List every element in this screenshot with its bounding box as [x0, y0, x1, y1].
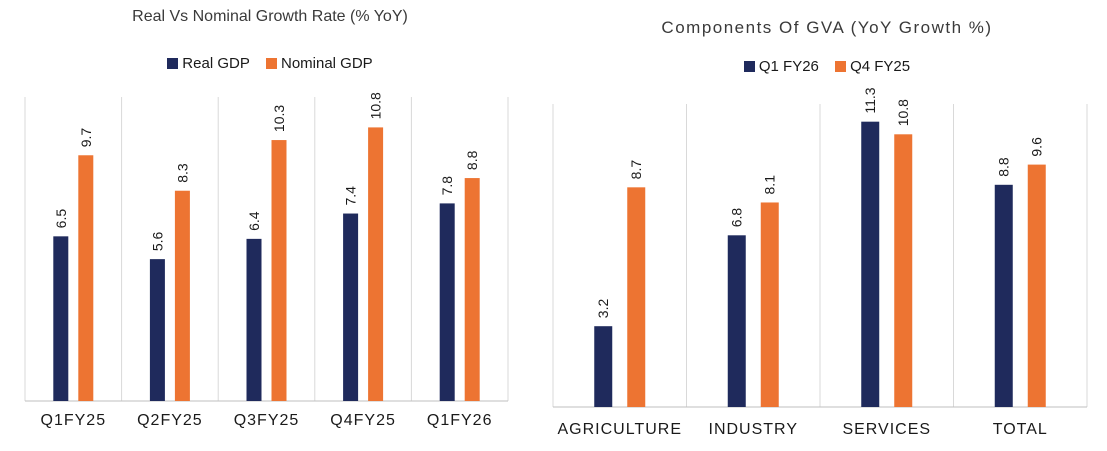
- bar-q1-fy26: [861, 121, 880, 408]
- legend-label: Real GDP: [182, 55, 250, 72]
- legend-swatch-series-2: [835, 61, 847, 72]
- bar-real-gdp: [53, 236, 69, 401]
- legend-item-series-2: Nominal GDP: [266, 55, 373, 72]
- bar-real-gdp: [246, 238, 262, 401]
- bar-nominal-gdp: [271, 140, 287, 402]
- bar-real-gdp: [149, 259, 165, 401]
- category-tick-label: SERVICES: [842, 421, 931, 438]
- data-label: 10.3: [271, 105, 287, 132]
- legend-swatch-series-1: [743, 61, 755, 72]
- bar-q1-fy26: [594, 326, 613, 407]
- bar-q4-fy25: [760, 202, 779, 407]
- category-tick-label: Q3FY25: [234, 412, 300, 429]
- data-label: 9.7: [78, 128, 94, 148]
- chart-title: Real Vs Nominal Growth Rate (% YoY): [132, 8, 408, 25]
- category-tick-label: TOTAL: [993, 421, 1048, 438]
- bar-q4-fy25: [627, 187, 646, 407]
- legend-label: Nominal GDP: [281, 55, 373, 72]
- bar-nominal-gdp: [78, 155, 94, 401]
- chart-legend: Real GDP Nominal GDP: [0, 55, 540, 72]
- data-label: 8.1: [762, 175, 778, 195]
- data-label: 7.8: [439, 176, 455, 196]
- category-tick-label: AGRICULTURE: [558, 421, 683, 438]
- data-label: 7.4: [343, 186, 359, 206]
- chart-legend: Q1 FY26 Q4 FY25: [547, 58, 1107, 75]
- category-tick-label: Q2FY25: [137, 412, 203, 429]
- category-tick-label: Q1FY25: [41, 412, 107, 429]
- category-tick-label: Q1FY26: [427, 412, 493, 429]
- real-vs-nominal-chart-panel: Real Vs Nominal Growth Rate (% YoY) Real…: [0, 0, 540, 451]
- data-label: 6.4: [246, 211, 262, 231]
- legend-item-series-1: Q1 FY26: [743, 58, 819, 75]
- data-label: 8.3: [174, 163, 190, 183]
- bar-q1-fy26: [994, 184, 1013, 407]
- legend-label: Q1 FY26: [758, 58, 819, 75]
- data-label: 5.6: [149, 231, 165, 251]
- bar-nominal-gdp: [174, 190, 190, 401]
- legend-item-series-1: Real GDP: [167, 55, 250, 72]
- real-vs-nominal-chart-svg: 6.5 9.7 Q1FY25 5.6 8.3 Q2FY25 6.4 10.3 Q3FY25 7.4…: [24, 92, 509, 429]
- chart-title: Components Of GVA (YoY Growth %): [661, 18, 993, 37]
- data-label: 6.5: [53, 209, 69, 229]
- legend-swatch-series-1: [167, 58, 179, 69]
- gva-components-chart-svg: 3.2 8.7 AGRICULTURE 6.8 8.1 INDUSTRY 11.3 10.8 S…: [552, 87, 1088, 438]
- data-label: 3.2: [595, 299, 611, 319]
- legend-label: Q4 FY25: [850, 58, 911, 75]
- bar-real-gdp: [439, 203, 455, 401]
- legend-swatch-series-2: [266, 58, 277, 69]
- bar-real-gdp: [343, 213, 359, 401]
- data-label: 11.3: [862, 87, 878, 113]
- category-tick-label: INDUSTRY: [709, 421, 799, 438]
- category-tick-label: Q4FY25: [330, 412, 396, 429]
- bar-nominal-gdp: [368, 127, 384, 402]
- data-label: 6.8: [729, 208, 745, 228]
- data-label: 9.6: [1029, 137, 1045, 157]
- data-label: 10.8: [895, 99, 911, 126]
- bar-q4-fy25: [894, 134, 913, 408]
- data-label: 8.8: [464, 150, 480, 170]
- legend-item-series-2: Q4 FY25: [835, 58, 910, 75]
- data-label: 10.8: [368, 92, 384, 119]
- data-label: 8.7: [628, 160, 644, 180]
- bar-q4-fy25: [1027, 164, 1046, 407]
- data-label: 8.8: [996, 157, 1012, 177]
- bar-q1-fy26: [727, 235, 746, 407]
- gva-components-chart-panel: Components Of GVA (YoY Growth %) Q1 FY26…: [547, 0, 1107, 451]
- bar-nominal-gdp: [464, 178, 480, 401]
